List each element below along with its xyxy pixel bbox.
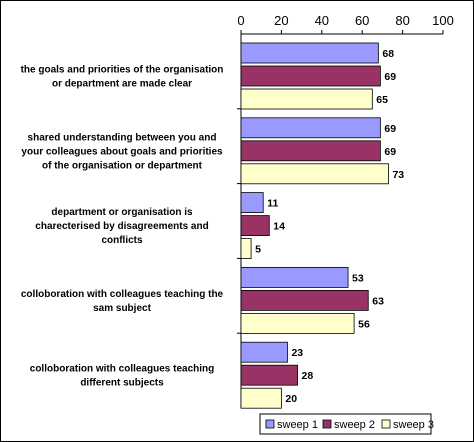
data-label: 5 [255,244,261,256]
category-label: different subjects [80,378,164,389]
category-label: colloboration with colleagues teaching t… [21,289,224,300]
data-label: 73 [392,169,404,181]
data-label: 11 [267,198,278,210]
bar-sweep1-cat3 [240,192,264,214]
category-label: the goals and priorities of the organisa… [21,65,224,76]
bar-sweep1-cat1 [240,42,379,64]
category-label: conflicts [101,235,143,246]
legend-entry: sweep 1 [277,419,318,431]
data-label: 23 [291,347,303,359]
legend-box [259,413,432,435]
data-label: 65 [376,94,388,106]
legend-swatch [322,419,332,429]
data-label: 63 [372,295,384,307]
x-tick-label: 100 [432,13,454,28]
bar-sweep1-cat5 [240,341,288,363]
data-label: 69 [384,71,396,83]
bar-sweep1-cat4 [240,266,349,288]
x-tick-label: 80 [395,13,409,28]
data-label: 69 [384,146,396,158]
category-label: colloboration with colleagues teaching [30,364,214,375]
bars [240,42,389,409]
bar-sweep2-cat5 [240,364,298,386]
category-label: shared understanding between you and [28,132,217,143]
data-label: 28 [302,370,314,382]
data-label: 56 [358,318,370,330]
x-tick-label: 40 [315,13,329,28]
data-label: 69 [384,123,396,135]
bar-sweep2-cat2 [240,140,381,162]
bar-sweep3-cat5 [240,387,282,409]
x-tick-label: 60 [355,13,369,28]
category-labels: the goals and priorities of the organisa… [21,65,224,389]
bar-sweep2-cat4 [240,289,369,311]
category-label: department or organisation is [51,207,193,218]
data-label: 68 [382,48,394,60]
bar-sweep2-cat3 [240,215,270,237]
bar-sweep3-cat4 [240,312,355,334]
data-label: 53 [352,272,364,284]
legend: sweep 1 sweep 2 sweep 3 [259,413,434,435]
legend-entry: sweep 3 [393,419,434,431]
x-tick-label: 0 [237,13,244,28]
bar-sweep2-cat1 [240,65,381,87]
bar-sweep3-cat2 [240,163,389,185]
category-label: sam subject [93,303,151,314]
legend-swatch [381,419,391,429]
legend-swatch [265,419,275,429]
category-label: charecterised by disagreements and [35,221,208,232]
x-tick-label: 20 [274,13,288,28]
legend-entry: sweep 2 [334,419,375,431]
data-label: 14 [273,221,285,233]
bar-sweep1-cat2 [240,117,381,139]
category-label: your colleagues about goals and prioriti… [21,146,223,157]
bar-sweep3-cat1 [240,88,373,110]
bar-sweep3-cat3 [240,238,252,260]
data-label: 20 [285,393,297,405]
category-label: of the organisation or department [42,160,203,171]
category-label: or department are made clear [52,79,192,90]
